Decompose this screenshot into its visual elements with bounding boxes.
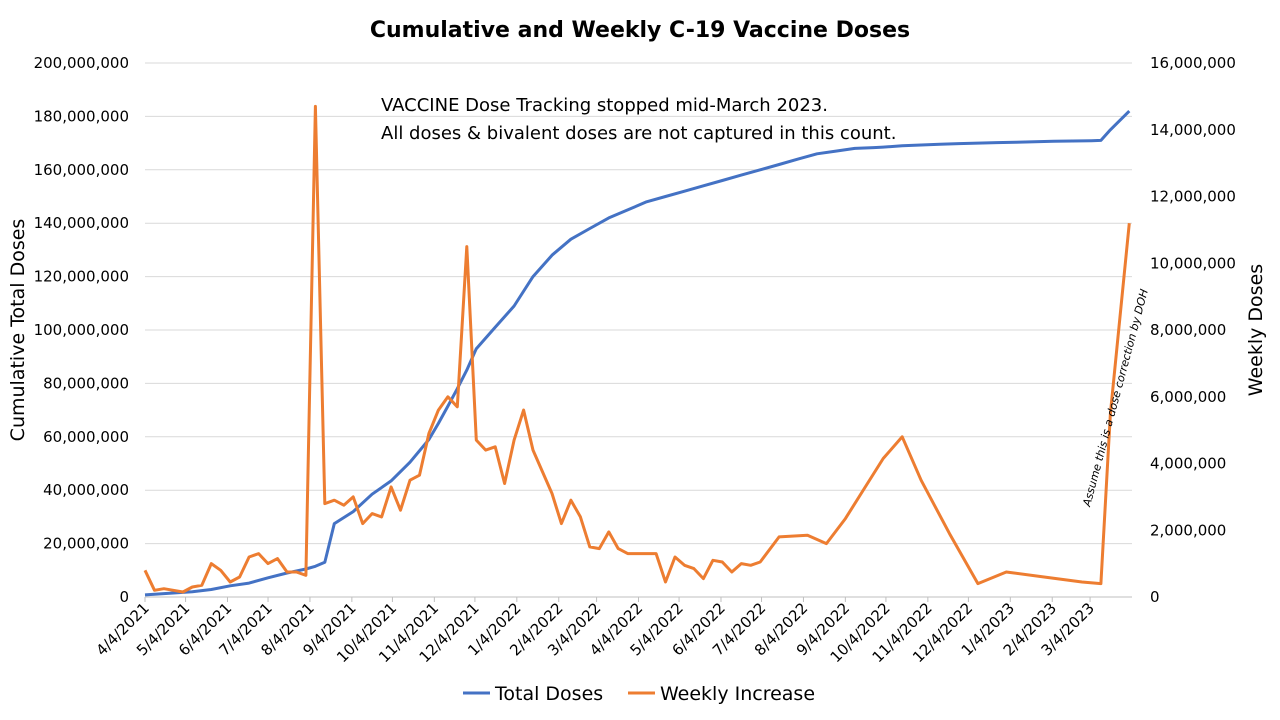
right-y-tick-label: 2,000,000 xyxy=(1150,521,1226,539)
left-y-tick-label: 20,000,000 xyxy=(43,535,129,553)
left-y-tick-label: 40,000,000 xyxy=(43,481,129,499)
left-y-axis-ticks: 0 20,000,000 40,000,000 60,000,000 80,000,00… xyxy=(34,54,129,606)
left-y-tick-label: 160,000,000 xyxy=(34,161,129,179)
right-y-tick-label: 12,000,000 xyxy=(1150,188,1236,206)
left-y-tick-label: 200,000,000 xyxy=(34,54,129,72)
legend-label-weekly-increase: Weekly Increase xyxy=(660,683,815,705)
left-y-tick-label: 0 xyxy=(119,588,129,606)
left-y-tick-label: 140,000,000 xyxy=(34,214,129,232)
right-y-tick-label: 0 xyxy=(1150,588,1160,606)
left-y-tick-label: 80,000,000 xyxy=(43,374,129,392)
right-y-tick-label: 14,000,000 xyxy=(1150,121,1236,139)
series-line-weekly-increase xyxy=(143,104,1131,594)
series-lines xyxy=(143,104,1131,597)
right-y-tick-label: 16,000,000 xyxy=(1150,54,1236,72)
right-y-axis-ticks: 0 2,000,000 4,000,000 6,000,000 8,000,000 10,… xyxy=(1150,54,1236,606)
annotation-note-line-1: VACCINE Dose Tracking stopped mid-March … xyxy=(381,95,828,116)
right-y-tick-label: 8,000,000 xyxy=(1150,321,1226,339)
left-y-tick-label: 180,000,000 xyxy=(34,107,129,125)
annotation-note-line-2: All doses & bivalent doses are not captu… xyxy=(381,123,896,144)
right-y-tick-label: 10,000,000 xyxy=(1150,254,1236,272)
legend-label-total-doses: Total Doses xyxy=(494,683,603,705)
legend: Total Doses Weekly Increase xyxy=(463,683,815,705)
left-y-tick-label: 60,000,000 xyxy=(43,428,129,446)
right-y-axis-title: Weekly Doses xyxy=(1245,264,1267,396)
left-y-tick-label: 100,000,000 xyxy=(34,321,129,339)
left-y-axis-title: Cumulative Total Doses xyxy=(7,219,29,442)
right-y-tick-label: 6,000,000 xyxy=(1150,388,1226,406)
left-y-tick-label: 120,000,000 xyxy=(34,268,129,286)
right-y-tick-label: 4,000,000 xyxy=(1150,455,1226,473)
series-line-total-doses xyxy=(144,110,1131,597)
chart-title: Cumulative and Weekly C-19 Vaccine Doses xyxy=(370,18,910,43)
